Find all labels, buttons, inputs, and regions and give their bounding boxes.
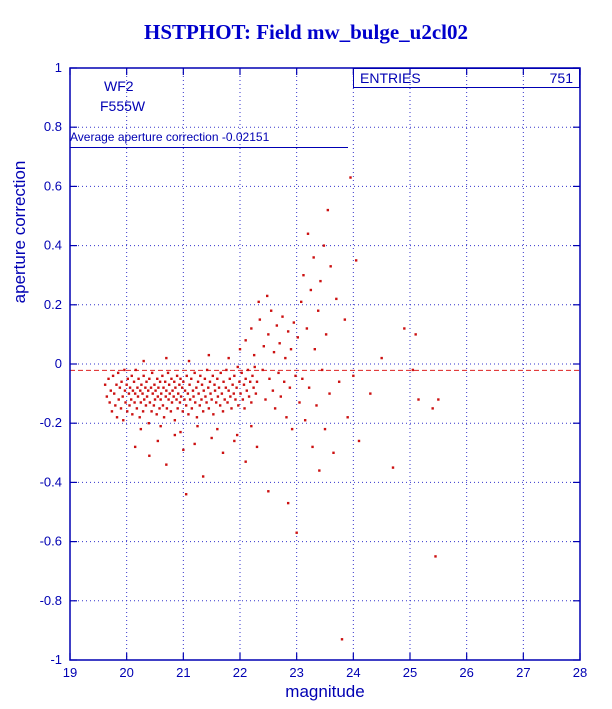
y-tick-labels: -1 -0.8 -0.6 -0.4 -0.2 0 0.2 0.4 0.6 0.8 1: [40, 60, 62, 667]
entries-stats-box: ENTRIES 751: [353, 68, 580, 88]
svg-text:-0.8: -0.8: [40, 593, 62, 608]
svg-text:0.6: 0.6: [44, 178, 62, 193]
svg-text:0.2: 0.2: [44, 297, 62, 312]
entries-value: 751: [549, 70, 573, 86]
scatter-points: [103, 176, 440, 641]
plot-border: [69, 67, 581, 661]
svg-text:22: 22: [233, 665, 247, 680]
svg-text:0.4: 0.4: [44, 238, 62, 253]
svg-text:28: 28: [573, 665, 587, 680]
svg-text:27: 27: [516, 665, 530, 680]
svg-text:-0.6: -0.6: [40, 534, 62, 549]
svg-text:-0.2: -0.2: [40, 415, 62, 430]
camera-label: WF2: [104, 78, 134, 94]
svg-text:-1: -1: [50, 652, 62, 667]
entries-label: ENTRIES: [360, 70, 421, 86]
svg-text:25: 25: [403, 665, 417, 680]
svg-text:23: 23: [289, 665, 303, 680]
svg-text:24: 24: [346, 665, 360, 680]
svg-text:1: 1: [55, 60, 62, 75]
x-tick-labels: 19 20 21 22 23 24 25 26 27 28: [63, 665, 587, 680]
y-axis-title: aperture correction: [10, 160, 29, 304]
x-axis-title: magnitude: [285, 682, 365, 701]
svg-text:0.8: 0.8: [44, 119, 62, 134]
svg-text:20: 20: [119, 665, 133, 680]
gridlines: [70, 68, 580, 660]
page-title: HSTPHOT: Field mw_bulge_u2cl02: [144, 20, 468, 44]
svg-text:19: 19: [63, 665, 77, 680]
svg-text:26: 26: [459, 665, 473, 680]
average-correction-label: Average aperture correction -0.02151: [70, 130, 348, 148]
svg-text:21: 21: [176, 665, 190, 680]
svg-text:0: 0: [55, 356, 62, 371]
filter-label: F555W: [100, 98, 146, 114]
svg-text:-0.4: -0.4: [40, 474, 62, 489]
